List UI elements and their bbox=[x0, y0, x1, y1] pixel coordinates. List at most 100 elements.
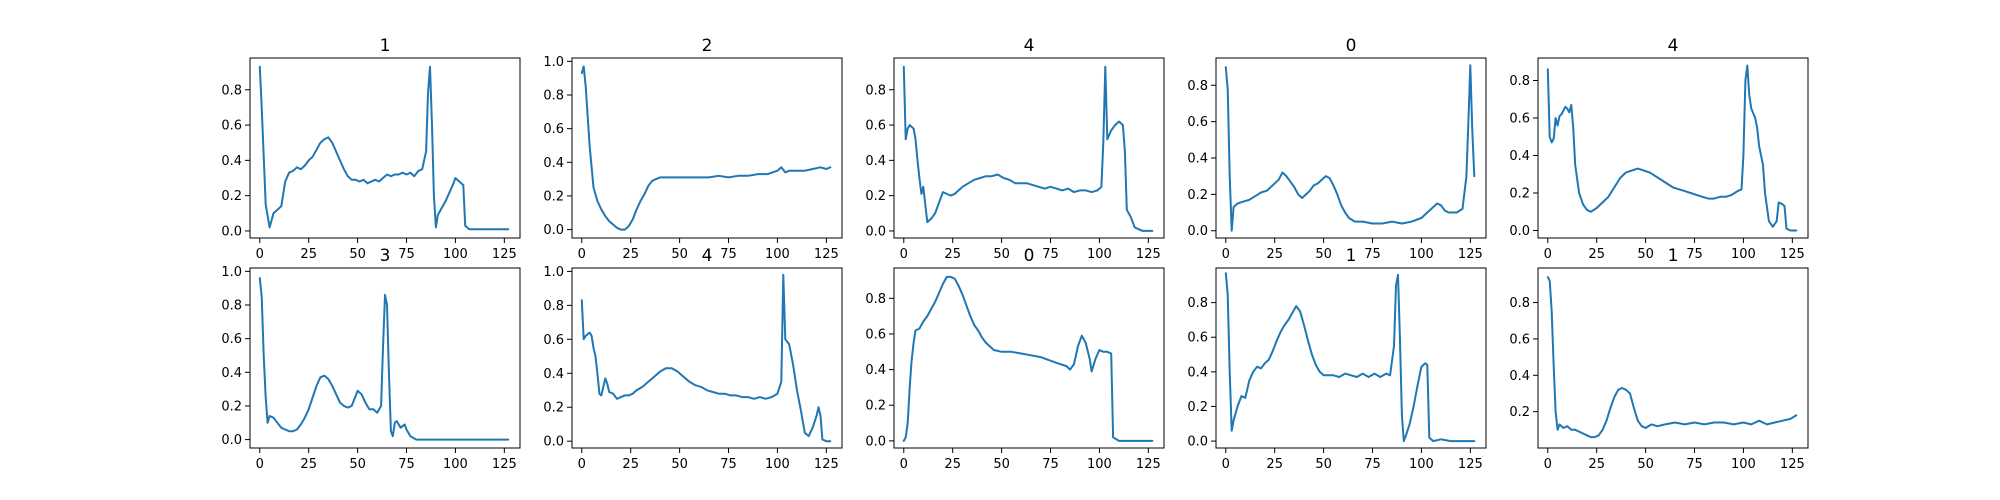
x-tick-label: 75 bbox=[1686, 247, 1703, 262]
y-tick-label: 0.8 bbox=[1187, 296, 1208, 311]
x-tick-label: 50 bbox=[349, 457, 366, 472]
x-tick-label: 0 bbox=[1544, 247, 1552, 262]
y-tick-label: 0.4 bbox=[1509, 149, 1530, 164]
y-tick-label: 0.2 bbox=[1509, 187, 1530, 202]
x-tick-label: 0 bbox=[1544, 457, 1552, 472]
series-line bbox=[1224, 64, 1476, 232]
x-tick-label: 125 bbox=[1458, 457, 1483, 472]
y-tick-label: 0.6 bbox=[221, 119, 242, 134]
y-tick-label: 0.4 bbox=[1187, 152, 1208, 167]
series-line bbox=[902, 275, 1154, 442]
x-tick-label: 125 bbox=[492, 247, 517, 262]
y-tick-label: 0.4 bbox=[543, 367, 564, 382]
x-tick-label: 100 bbox=[1087, 457, 1112, 472]
series-line bbox=[1224, 272, 1476, 443]
x-tick-label: 50 bbox=[1315, 247, 1332, 262]
axes-frame bbox=[1537, 267, 1809, 449]
x-tick-label: 100 bbox=[1409, 457, 1434, 472]
x-tick-label: 125 bbox=[1780, 457, 1805, 472]
y-tick-label: 0.4 bbox=[221, 154, 242, 169]
y-tick-label: 0.2 bbox=[865, 189, 886, 204]
x-tick-label: 50 bbox=[349, 247, 366, 262]
x-tick-label: 75 bbox=[720, 457, 737, 472]
y-tick-label: 0.0 bbox=[543, 223, 564, 238]
subplot-title: 2 bbox=[702, 36, 713, 56]
x-tick-label: 25 bbox=[300, 247, 317, 262]
x-tick-label: 125 bbox=[814, 247, 839, 262]
y-tick-label: 0.0 bbox=[1509, 224, 1530, 239]
y-tick-label: 0.2 bbox=[1187, 400, 1208, 415]
x-tick-label: 50 bbox=[1315, 457, 1332, 472]
y-tick-label: 0.2 bbox=[221, 399, 242, 414]
x-tick-label: 25 bbox=[1588, 457, 1605, 472]
y-tick-label: 0.6 bbox=[1509, 112, 1530, 127]
x-tick-label: 75 bbox=[398, 247, 415, 262]
x-tick-label: 125 bbox=[1458, 247, 1483, 262]
x-tick-label: 75 bbox=[1042, 247, 1059, 262]
y-tick-label: 0.4 bbox=[1187, 365, 1208, 380]
x-tick-label: 125 bbox=[814, 457, 839, 472]
subplot-title: 4 bbox=[1668, 36, 1679, 56]
subplot-7: 0 25 50 75 100 125 0.0 0.2 0.4 0.6 0.8 1.0 4 bbox=[543, 246, 843, 472]
y-tick-label: 0.8 bbox=[865, 83, 886, 98]
x-tick-label: 50 bbox=[671, 247, 688, 262]
series-line bbox=[1546, 276, 1798, 439]
x-tick-label: 0 bbox=[1222, 457, 1230, 472]
y-tick-label: 0.8 bbox=[543, 299, 564, 314]
x-tick-label: 75 bbox=[1364, 247, 1381, 262]
y-tick-label: 0.6 bbox=[1187, 331, 1208, 346]
series-line bbox=[258, 65, 510, 231]
subplot-10: 0 25 50 75 100 125 0.2 0.4 0.6 0.8 1 bbox=[1509, 246, 1809, 472]
axes-frame bbox=[249, 57, 521, 239]
subplot-title: 4 bbox=[1024, 36, 1035, 56]
x-tick-label: 75 bbox=[1364, 457, 1381, 472]
axes-frame bbox=[1537, 57, 1809, 239]
y-tick-label: 1.0 bbox=[543, 55, 564, 70]
series-line bbox=[580, 65, 832, 231]
y-tick-label: 0.2 bbox=[543, 189, 564, 204]
x-tick-label: 0 bbox=[578, 247, 586, 262]
x-tick-label: 100 bbox=[765, 457, 790, 472]
axes-frame bbox=[1215, 57, 1487, 239]
x-tick-label: 25 bbox=[1588, 247, 1605, 262]
y-tick-label: 0.0 bbox=[1187, 435, 1208, 450]
subplot-title: 1 bbox=[1346, 246, 1357, 266]
axes-frame bbox=[893, 267, 1165, 449]
y-tick-label: 0.2 bbox=[221, 189, 242, 204]
x-tick-label: 75 bbox=[1686, 457, 1703, 472]
y-tick-label: 0.0 bbox=[865, 224, 886, 239]
axes-frame bbox=[571, 267, 843, 449]
subplot-title: 0 bbox=[1024, 246, 1035, 266]
y-tick-label: 0.4 bbox=[865, 363, 886, 378]
subplot-1: 0 25 50 75 100 125 0.0 0.2 0.4 0.6 0.8 1 bbox=[221, 36, 521, 262]
x-tick-label: 50 bbox=[1637, 457, 1654, 472]
x-tick-label: 50 bbox=[993, 247, 1010, 262]
y-tick-label: 0.8 bbox=[1509, 74, 1530, 89]
x-tick-label: 0 bbox=[1222, 247, 1230, 262]
subplot-8: 0 25 50 75 100 125 0.0 0.2 0.4 0.6 0.8 0 bbox=[865, 246, 1165, 472]
y-tick-label: 0.0 bbox=[865, 434, 886, 449]
subplot-4: 0 25 50 75 100 125 0.0 0.2 0.4 0.6 0.8 0 bbox=[1187, 36, 1487, 262]
x-tick-label: 50 bbox=[1637, 247, 1654, 262]
y-tick-label: 0.6 bbox=[1509, 332, 1530, 347]
subplot-title: 0 bbox=[1346, 36, 1357, 56]
x-tick-label: 25 bbox=[1266, 457, 1283, 472]
y-tick-label: 0.8 bbox=[543, 89, 564, 104]
x-tick-label: 125 bbox=[1136, 457, 1161, 472]
x-tick-label: 75 bbox=[398, 457, 415, 472]
subplot-3: 0 25 50 75 100 125 0.0 0.2 0.4 0.6 0.8 4 bbox=[865, 36, 1165, 262]
x-tick-label: 25 bbox=[622, 457, 639, 472]
subplot-5: 0 25 50 75 100 125 0.0 0.2 0.4 0.6 0.8 4 bbox=[1509, 36, 1809, 262]
x-tick-label: 125 bbox=[492, 457, 517, 472]
subplot-title: 1 bbox=[1668, 246, 1679, 266]
x-tick-label: 125 bbox=[1136, 247, 1161, 262]
x-tick-label: 100 bbox=[1731, 247, 1756, 262]
x-tick-label: 75 bbox=[720, 247, 737, 262]
y-tick-label: 0.2 bbox=[1509, 405, 1530, 420]
x-tick-label: 50 bbox=[993, 457, 1010, 472]
x-tick-label: 0 bbox=[900, 457, 908, 472]
y-tick-label: 0.4 bbox=[865, 154, 886, 169]
y-tick-label: 0.6 bbox=[221, 332, 242, 347]
y-tick-label: 0.6 bbox=[865, 119, 886, 134]
subplot-2: 0 25 50 75 100 125 0.0 0.2 0.4 0.6 0.8 1.0 2 bbox=[543, 36, 843, 262]
